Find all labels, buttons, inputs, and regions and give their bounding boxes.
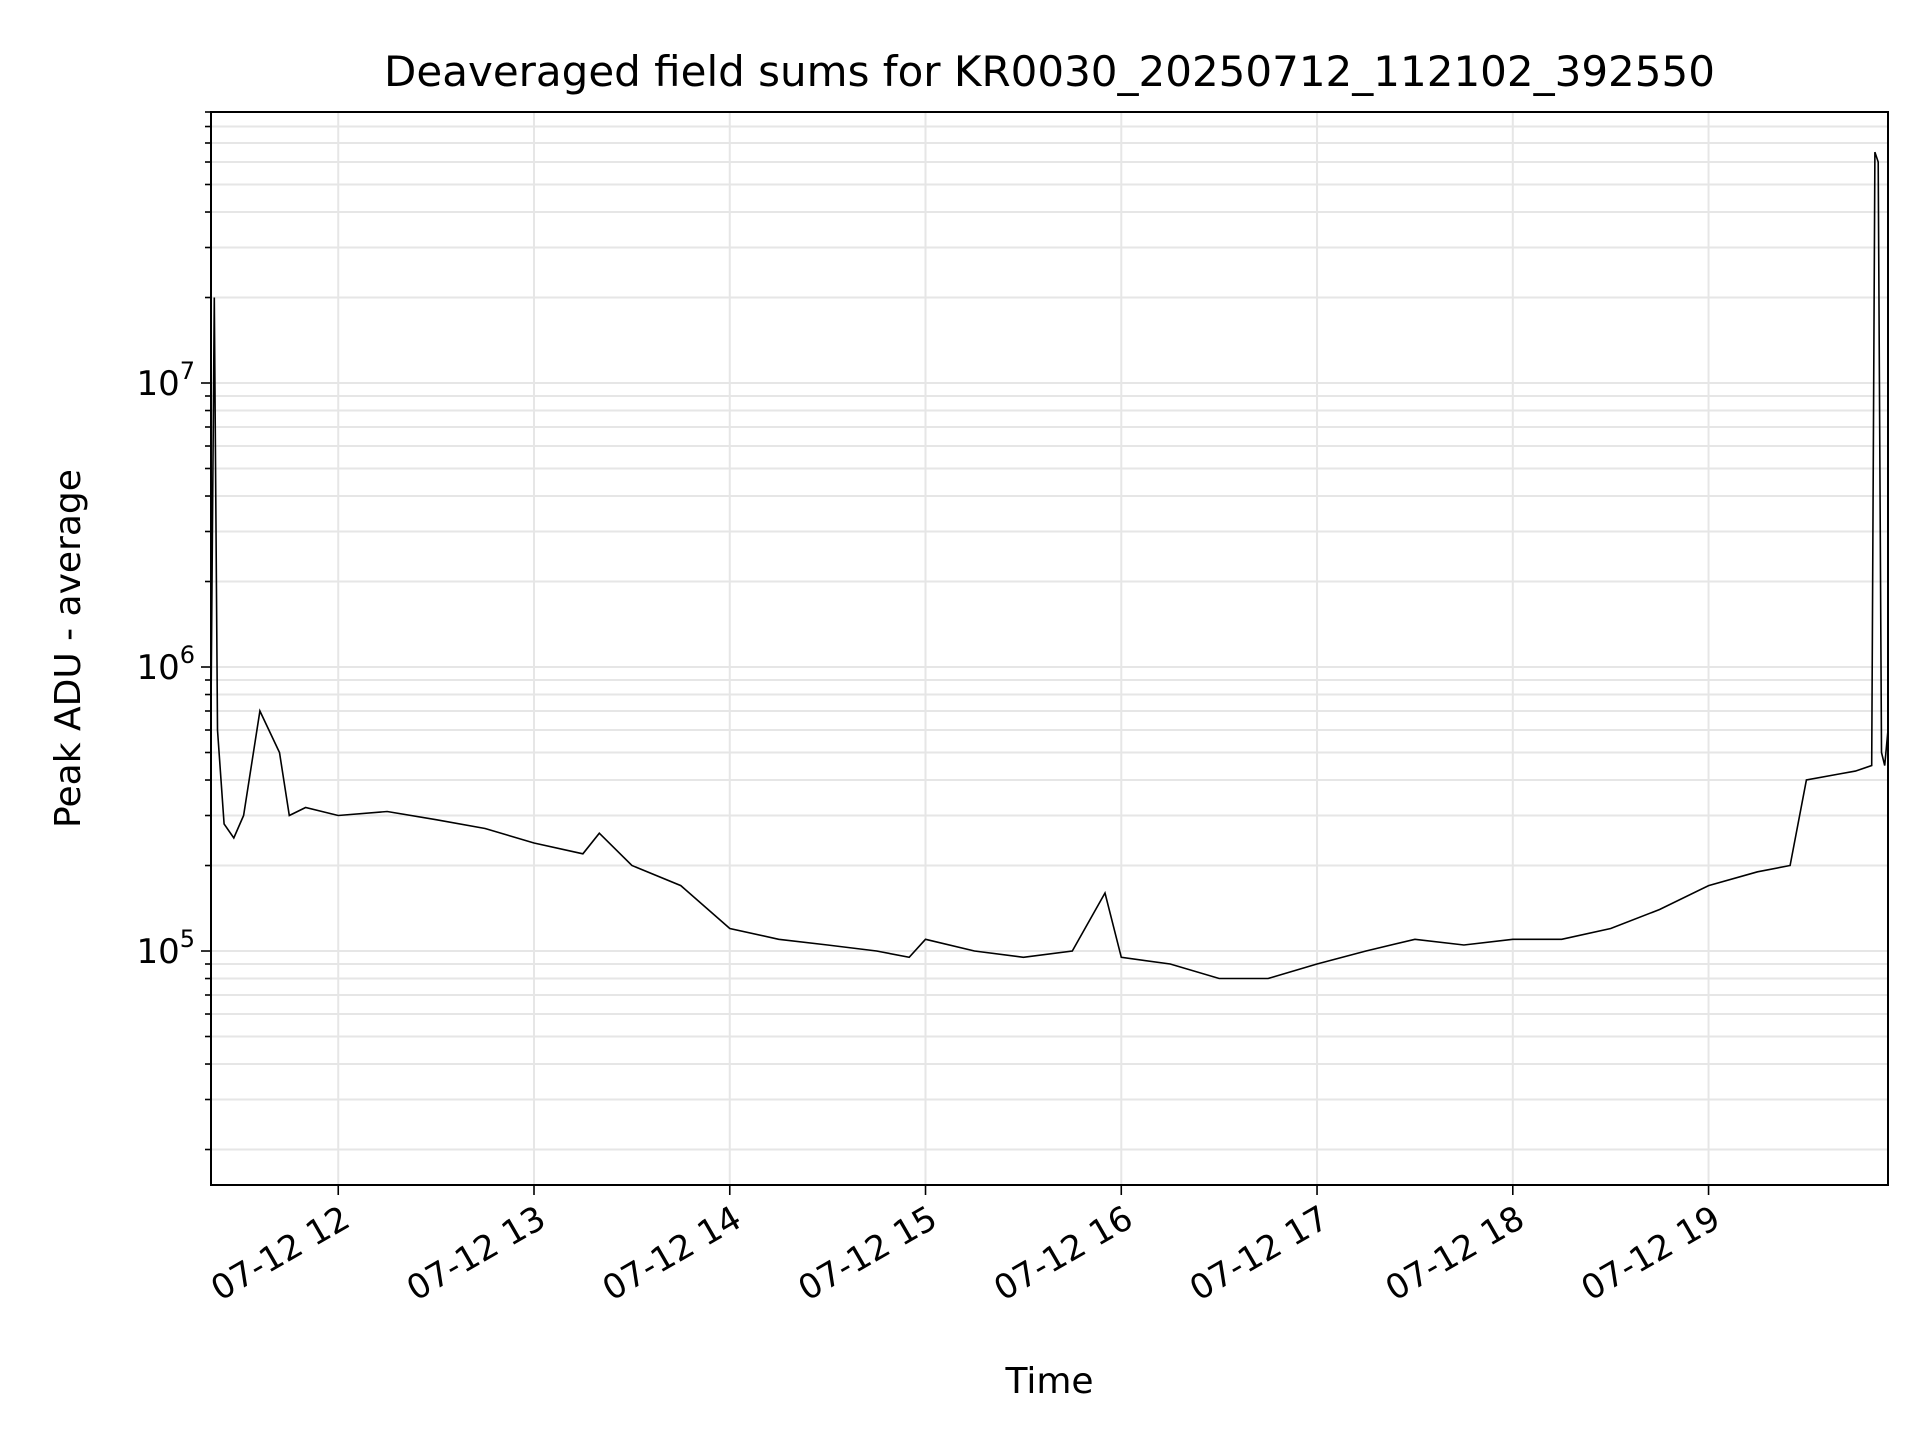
chart-title: Deaveraged field sums for KR0030_2025071…	[384, 47, 1715, 96]
y-axis-label: Peak ADU - average	[48, 469, 89, 828]
data-layer	[210, 151, 1889, 980]
y-tick-label: 106	[136, 641, 195, 688]
series-line	[210, 151, 1889, 980]
plot-frame	[210, 111, 1889, 1186]
y-tick-label: 105	[136, 925, 195, 972]
grid-lines	[211, 111, 1888, 1185]
y-tick-label: 107	[136, 357, 195, 404]
x-axis-label: Time	[1004, 1361, 1093, 1402]
